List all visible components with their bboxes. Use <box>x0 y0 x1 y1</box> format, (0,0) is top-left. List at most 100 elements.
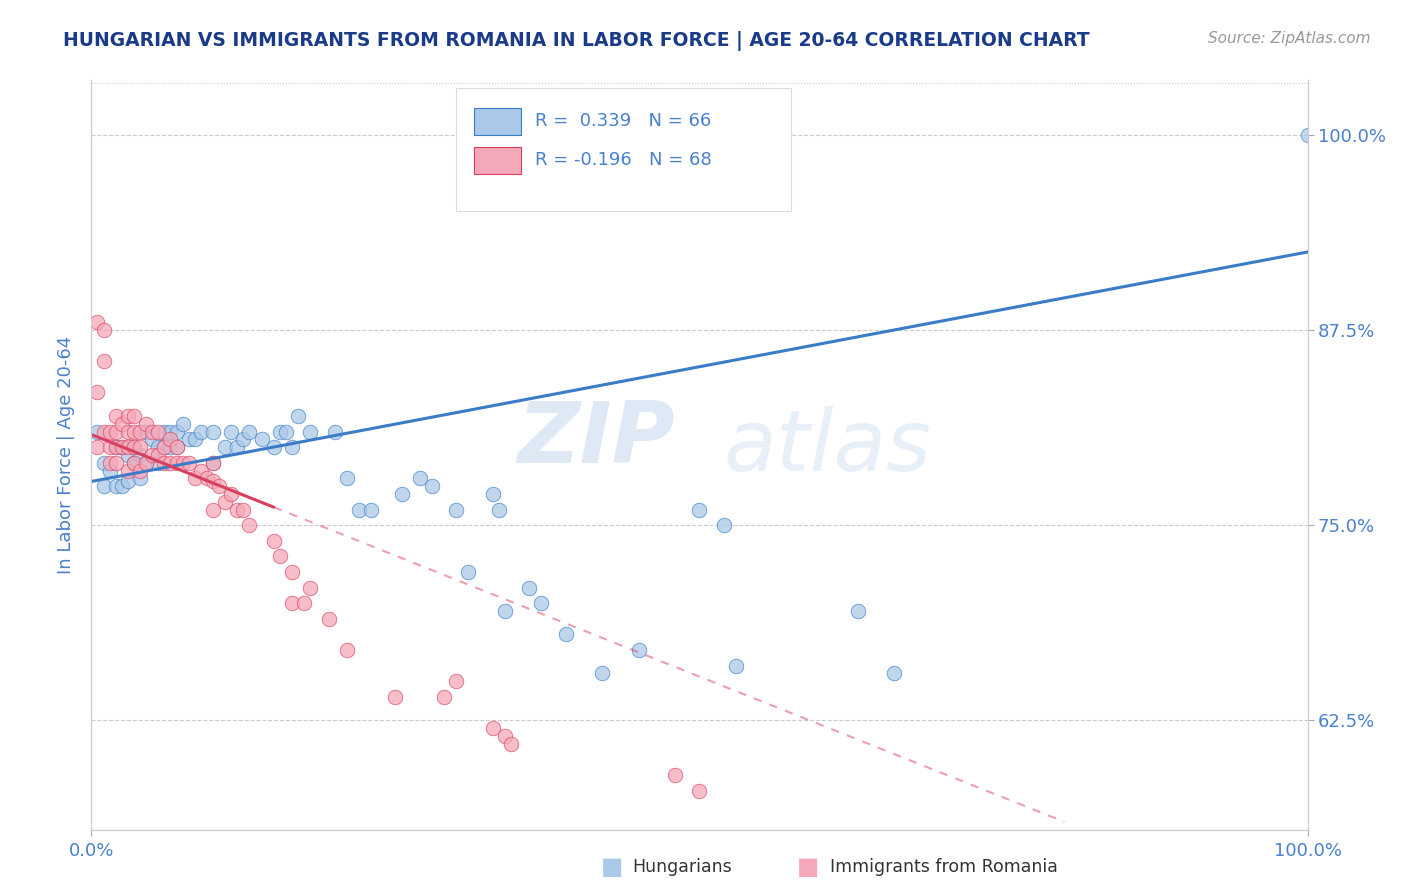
FancyBboxPatch shape <box>474 108 520 135</box>
Point <box>444 674 467 689</box>
Point <box>117 475 139 489</box>
Point <box>153 440 176 454</box>
Point <box>148 456 170 470</box>
Point <box>153 425 176 439</box>
Point <box>148 440 170 454</box>
Point <box>177 456 200 470</box>
Point <box>281 440 304 454</box>
Point <box>263 440 285 454</box>
Point <box>323 425 346 439</box>
Point <box>214 494 236 508</box>
Point <box>688 783 710 797</box>
Point <box>86 440 108 454</box>
Point <box>98 456 121 470</box>
Point <box>195 471 218 485</box>
Point <box>232 432 254 446</box>
Point <box>269 549 291 564</box>
Point <box>129 425 152 439</box>
Point <box>219 487 242 501</box>
Point <box>554 627 576 641</box>
Text: ■: ■ <box>797 855 820 879</box>
Point <box>117 448 139 462</box>
Point <box>481 487 503 501</box>
Point <box>391 487 413 501</box>
Point <box>336 643 359 657</box>
Point <box>177 432 200 446</box>
Point <box>214 440 236 454</box>
Point <box>713 518 735 533</box>
Point <box>287 409 309 423</box>
Point <box>117 425 139 439</box>
Point <box>488 502 510 516</box>
Point <box>238 518 260 533</box>
Point <box>122 425 145 439</box>
Point <box>129 440 152 454</box>
Point <box>98 425 121 439</box>
Point <box>190 425 212 439</box>
Point <box>135 425 157 439</box>
Point <box>172 456 194 470</box>
Point <box>384 690 406 704</box>
Point <box>172 417 194 431</box>
Text: Hungarians: Hungarians <box>633 858 733 876</box>
Point <box>688 502 710 516</box>
Point <box>232 502 254 516</box>
Point <box>166 440 188 454</box>
Point <box>263 533 285 548</box>
Point <box>135 456 157 470</box>
Point <box>153 440 176 454</box>
Point <box>111 417 134 431</box>
Point <box>148 448 170 462</box>
Point <box>117 440 139 454</box>
Point <box>153 456 176 470</box>
Point <box>664 768 686 782</box>
Point <box>299 425 322 439</box>
Point <box>166 425 188 439</box>
Point <box>318 612 340 626</box>
Point <box>190 463 212 477</box>
Point <box>141 425 163 439</box>
Point <box>117 463 139 477</box>
Text: ZIP: ZIP <box>517 399 675 482</box>
Point <box>420 479 443 493</box>
Point <box>93 425 115 439</box>
Point <box>135 456 157 470</box>
Point <box>98 463 121 477</box>
Text: Immigrants from Romania: Immigrants from Romania <box>830 858 1057 876</box>
Point <box>250 432 273 446</box>
Point <box>336 471 359 485</box>
Point <box>347 502 370 516</box>
Point <box>292 596 315 610</box>
Point <box>409 471 432 485</box>
Point <box>494 604 516 618</box>
Point <box>122 456 145 470</box>
Text: atlas: atlas <box>724 406 932 489</box>
Point <box>111 440 134 454</box>
Point <box>202 456 225 470</box>
Text: HUNGARIAN VS IMMIGRANTS FROM ROMANIA IN LABOR FORCE | AGE 20-64 CORRELATION CHAR: HUNGARIAN VS IMMIGRANTS FROM ROMANIA IN … <box>63 31 1090 51</box>
Point <box>159 432 181 446</box>
Point <box>93 323 115 337</box>
Point <box>122 409 145 423</box>
Text: ■: ■ <box>600 855 623 879</box>
Point <box>499 737 522 751</box>
Point <box>226 440 249 454</box>
Point <box>494 729 516 743</box>
Point <box>104 479 127 493</box>
Point <box>184 471 207 485</box>
Point <box>360 502 382 516</box>
Point <box>627 643 650 657</box>
Point <box>104 409 127 423</box>
Point <box>202 502 225 516</box>
Point <box>122 440 145 454</box>
Point <box>269 425 291 439</box>
Point <box>530 596 553 610</box>
Point <box>159 440 181 454</box>
Point <box>208 479 231 493</box>
Point <box>202 425 225 439</box>
Point <box>104 440 127 454</box>
Point <box>104 456 127 470</box>
Point <box>517 581 540 595</box>
Text: R = -0.196   N = 68: R = -0.196 N = 68 <box>536 152 711 169</box>
Point <box>281 596 304 610</box>
